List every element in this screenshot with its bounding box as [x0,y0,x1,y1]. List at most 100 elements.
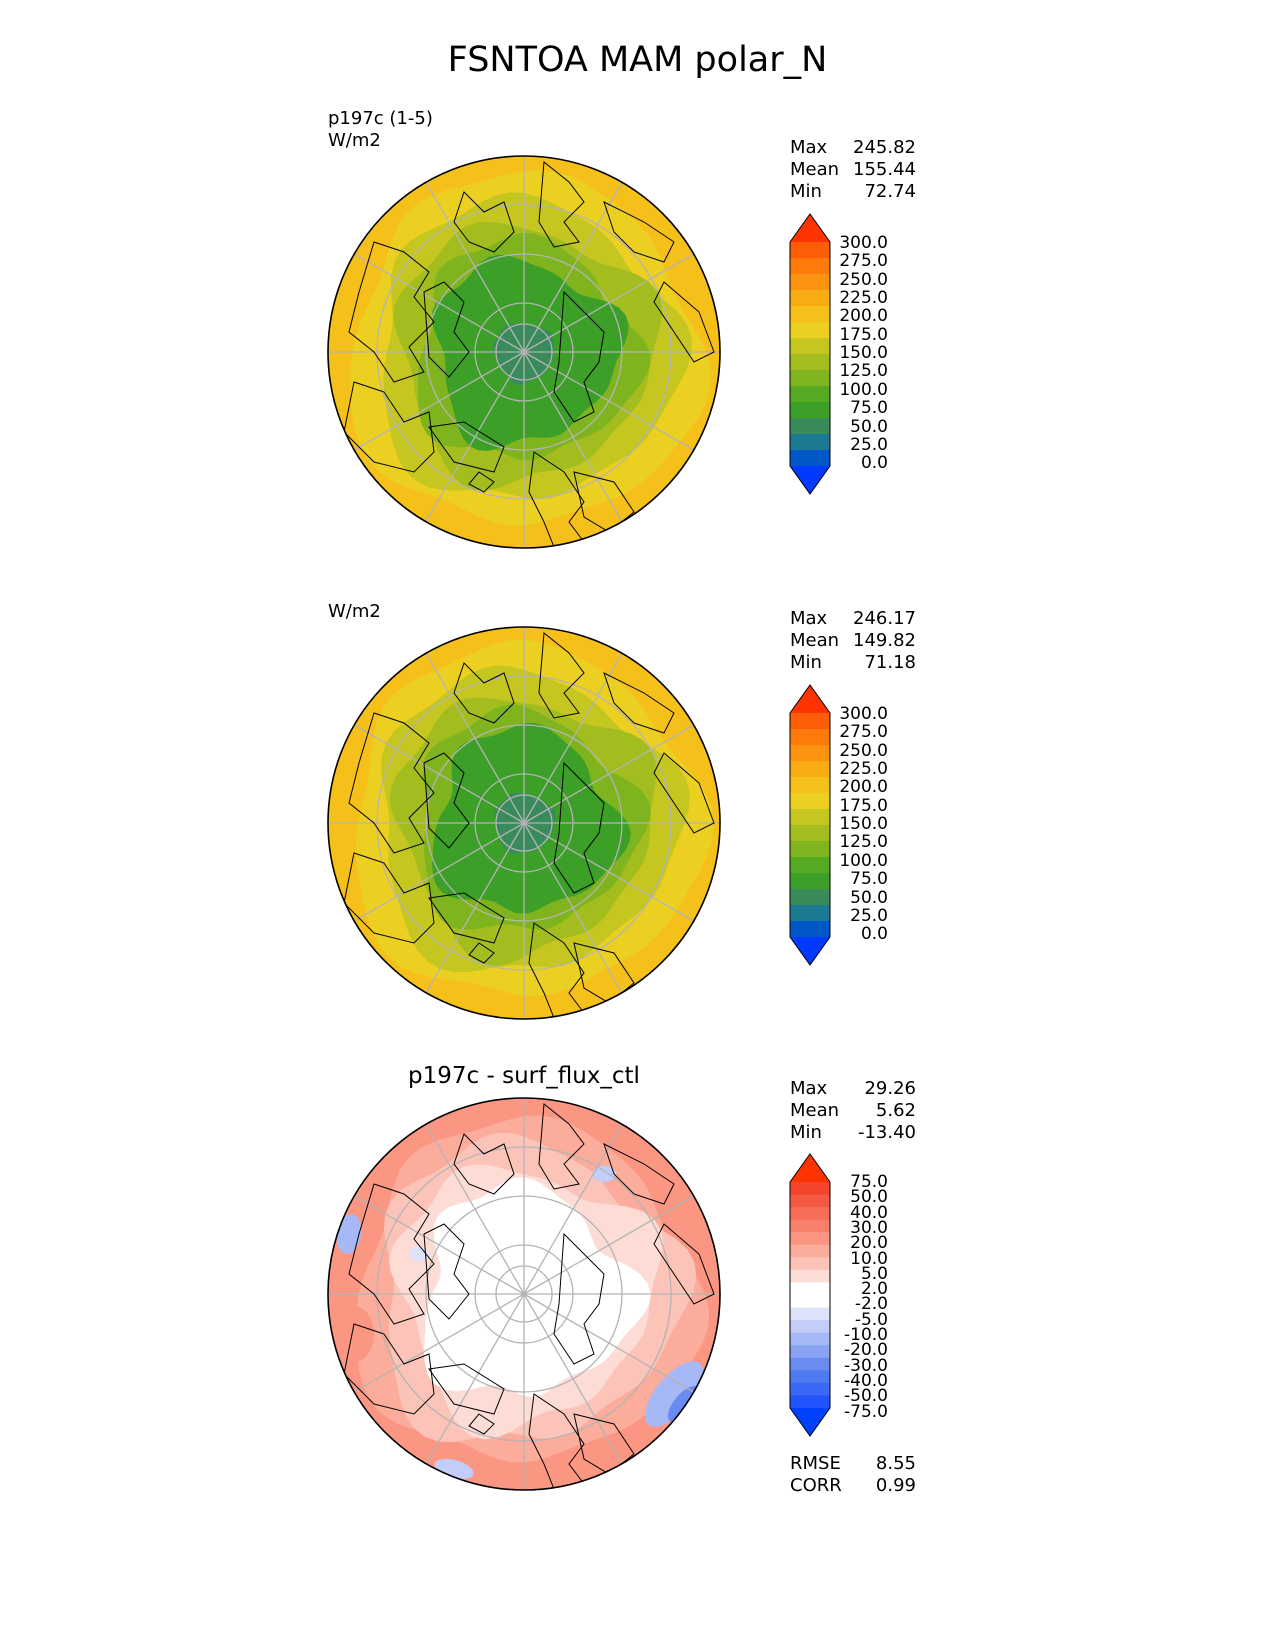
cbar1-level [790,306,830,323]
cbar1-level [790,274,830,291]
panel2-polar-map [322,621,726,1025]
cbar3-level [790,1395,830,1409]
p1-coastline [603,201,675,263]
panel1-left-label: p197c (1-5) [328,108,433,129]
p2-coastline [428,892,505,944]
p2-meridian [523,724,695,824]
p2-coastline [343,852,435,944]
cbar3-outline [789,1153,831,1437]
p2-coastline [348,712,435,854]
cbar2-tick-label: 300.0 [839,704,888,724]
max-label: Max [790,137,828,158]
rmse-value: 8.55 [875,1453,916,1474]
p3-field-patch [592,1166,616,1182]
cbar1-extend-min [790,466,830,494]
mean-label: Mean [790,159,840,180]
panel3-polar-map [322,1092,726,1496]
cbar3-level [790,1282,830,1296]
cbar2-tick-label: 0.0 [860,924,888,945]
cbar2-level [790,873,830,890]
p3-coastline [343,1323,435,1415]
p1-meridian [425,181,525,353]
cbar3-tick-label: -40.0 [844,1370,888,1391]
cbar1-tick-label: 0.0 [860,453,888,474]
cbar1-tick-label: 100.0 [839,379,888,400]
cbar2-level [790,825,830,842]
cbar1-tick-label: 125.0 [839,361,888,382]
cbar1-level [790,450,830,467]
cbar1-level [790,322,830,339]
p1-meridian [523,351,623,523]
p3-field-patch [409,1247,429,1261]
cbar2-level [790,857,830,874]
min-value: -13.40 [857,1122,916,1143]
cbar3-level [790,1307,830,1321]
p3-coastline [653,1223,715,1305]
cbar3-tick-label: -30.0 [844,1355,888,1376]
cbar1-tick-label: 200.0 [839,306,888,327]
p1-coastline [423,281,470,378]
cbar1-level [790,258,830,275]
cbar2-tick-label: 25.0 [850,905,888,926]
mean-value: 5.62 [875,1100,916,1121]
p3-coastline [538,1103,585,1190]
p3-coastline [453,1133,515,1195]
p1-meridian [425,351,525,523]
cbar3-tick-label: 20.0 [850,1233,888,1254]
cbar1-tick-label: 175.0 [839,324,888,345]
p2-coastline [538,632,585,719]
cbar2-tick-label: 150.0 [839,814,888,835]
cbar2-level [790,729,830,746]
p3-meridian [523,1293,695,1393]
cbar1-level [790,386,830,403]
p2-meridian [523,652,623,824]
cbar3-extend-min [790,1408,830,1436]
p1-coastline [453,191,515,253]
mean-label: Mean [790,1100,840,1121]
cbar2-level [790,905,830,922]
p2-coastline [423,752,470,849]
cbar3-tick-label: -2.0 [854,1294,888,1315]
cbar3-level [790,1357,830,1371]
cbar2-tick-label: 50.0 [850,887,888,908]
p3-field-patch [644,1361,704,1427]
cbar1-level [790,434,830,451]
cbar1-tick-label: 275.0 [839,251,888,272]
p3-meridian [353,1195,525,1295]
p1-meridian [353,253,525,353]
cbar3-level [790,1257,830,1271]
cbar3-tick-label: 30.0 [850,1217,888,1238]
p1-meridian [523,253,695,353]
cbar3-tick-label: -10.0 [844,1325,888,1345]
cbar2-level [790,745,830,762]
cbar2-tick-label: 225.0 [839,759,888,780]
p1-coastline [653,281,715,363]
cbar3-tick-label: -5.0 [854,1309,888,1330]
cbar3-level [790,1332,830,1346]
p1-coastline [538,161,585,248]
cbar1-level [790,338,830,355]
cbar3-tick-label: 75.0 [850,1172,888,1192]
max-label: Max [790,1078,828,1099]
cbar3-level [790,1194,830,1208]
p2-meridian [425,822,525,994]
max-value: 246.17 [853,608,916,629]
cbar2-tick-label: 250.0 [839,740,888,761]
mean-label: Mean [790,630,840,651]
cbar2-tick-label: 175.0 [839,795,888,816]
max-label: Max [790,608,828,629]
cbar3-level [790,1295,830,1309]
cbar3-tick-label: -20.0 [844,1340,888,1361]
cbar3-level [790,1320,830,1334]
panel3-title: p197c - surf_flux_ctl [408,1063,640,1089]
cbar1-level [790,242,830,259]
panel1-stats: Max 245.82 Mean 155.44 Min 72.74 [790,137,916,203]
cbar3-tick-label: -75.0 [844,1401,888,1422]
p2-meridian [353,724,525,824]
p3-field-patch [336,1214,362,1254]
max-value: 245.82 [853,137,916,158]
p3-coastline [428,1363,505,1415]
cbar2-level [790,793,830,810]
cbar1-tick-label: 75.0 [850,398,888,419]
cbar3-tick-label: 5.0 [860,1263,888,1284]
